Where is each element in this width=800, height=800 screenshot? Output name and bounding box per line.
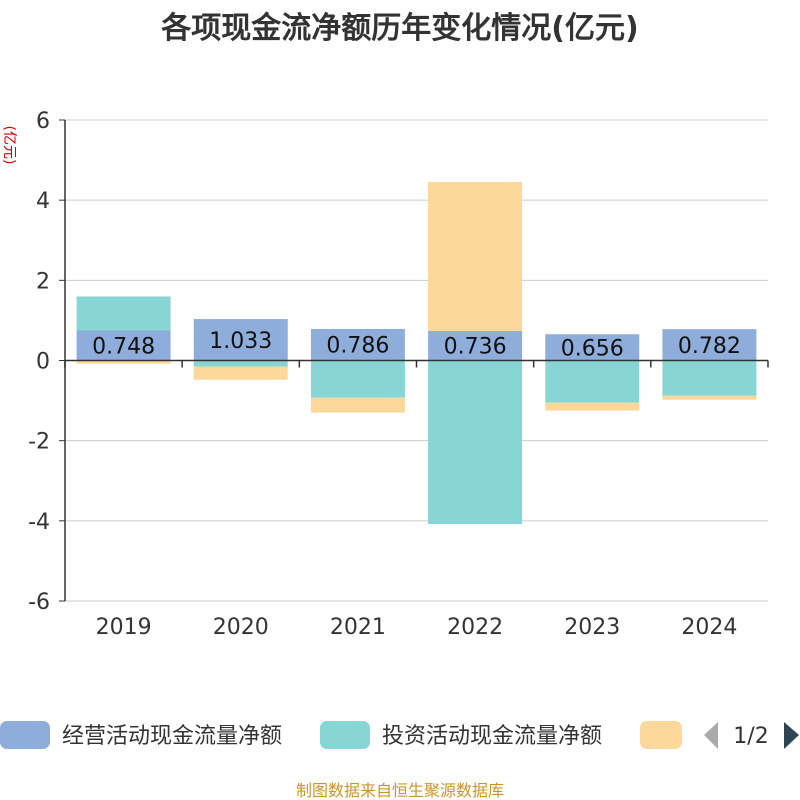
- legend-swatch[interactable]: [640, 721, 682, 749]
- bar-2024-series-2[interactable]: [662, 360, 757, 396]
- bar-2021-series-3[interactable]: [310, 397, 405, 413]
- legend-item-1[interactable]: 经营活动现金流量净额: [0, 721, 282, 749]
- bar-2022-series-3[interactable]: [428, 181, 523, 331]
- data-labels: 0.748 1.033 0.786 0.736 0.656 0.782: [92, 329, 741, 362]
- y-tick-label: 6: [36, 109, 50, 134]
- bar-2023-series-1[interactable]: [545, 334, 640, 361]
- bar-2023-series-3[interactable]: [545, 402, 640, 411]
- bar-2020-series-2[interactable]: [193, 360, 288, 367]
- legend-next-icon[interactable]: [784, 722, 799, 749]
- x-tick-label-2020: 2020: [213, 615, 269, 640]
- data-label-2023: 0.656: [561, 336, 624, 361]
- bar-2020-series-1[interactable]: [193, 319, 288, 361]
- bar-2020-series-3[interactable]: [193, 366, 288, 380]
- legend-swatch[interactable]: [0, 721, 50, 749]
- legend-page-indicator: 1/2: [733, 724, 768, 749]
- bar-2019-series-1[interactable]: [76, 330, 171, 361]
- bars-layer: [76, 181, 757, 525]
- legend-item-3[interactable]: [640, 721, 682, 749]
- bar-2021-series-1[interactable]: [310, 328, 405, 361]
- y-axis-unit: (亿元): [1, 126, 17, 165]
- y-tick-label: -6: [28, 590, 50, 615]
- y-tick-label: -4: [28, 510, 50, 535]
- y-tick-label: -2: [28, 430, 50, 455]
- bar-2024-series-1[interactable]: [662, 329, 757, 361]
- chart-title: 各项现金流净额历年变化情况(亿元): [160, 11, 638, 46]
- bar-2019-series-2[interactable]: [76, 296, 171, 331]
- data-label-2024: 0.782: [678, 334, 741, 359]
- legend: 经营活动现金流量净额 投资活动现金流量净额 1/2: [0, 721, 799, 749]
- bar-2022-series-2[interactable]: [428, 360, 523, 525]
- legend-prev-icon[interactable]: [704, 722, 718, 749]
- legend-label[interactable]: 经营活动现金流量净额: [62, 724, 282, 749]
- bar-2022-series-1[interactable]: [428, 330, 523, 361]
- bar-2021-series-2[interactable]: [310, 360, 405, 398]
- source-note: 制图数据来自恒生聚源数据库: [296, 781, 504, 800]
- data-label-2019: 0.748: [92, 335, 155, 360]
- x-tick-label-2022: 2022: [447, 615, 503, 640]
- legend-label[interactable]: 投资活动现金流量净额: [382, 724, 602, 749]
- bar-2019-series-3[interactable]: [76, 360, 171, 364]
- bar-2023-series-2[interactable]: [545, 360, 640, 403]
- y-tick-label: 2: [36, 269, 50, 294]
- x-tick-label-2023: 2023: [564, 615, 620, 640]
- bar-2024-series-3[interactable]: [662, 395, 757, 400]
- axes-layer: 6 4 2 0 -2 -4 -6 2019 2020 2021 2022 2023 2024: [28, 109, 769, 640]
- data-label-2022: 0.736: [444, 335, 507, 360]
- y-tick-label: 4: [36, 189, 50, 214]
- legend-swatch[interactable]: [320, 721, 370, 749]
- x-tick-label-2019: 2019: [96, 615, 152, 640]
- data-label-2021: 0.786: [326, 334, 389, 359]
- legend-item-2[interactable]: 投资活动现金流量净额: [320, 721, 602, 749]
- x-tick-label-2021: 2021: [330, 615, 386, 640]
- data-label-2020: 1.033: [209, 329, 272, 354]
- y-tick-label: 0: [36, 350, 50, 375]
- x-tick-label-2024: 2024: [681, 615, 737, 640]
